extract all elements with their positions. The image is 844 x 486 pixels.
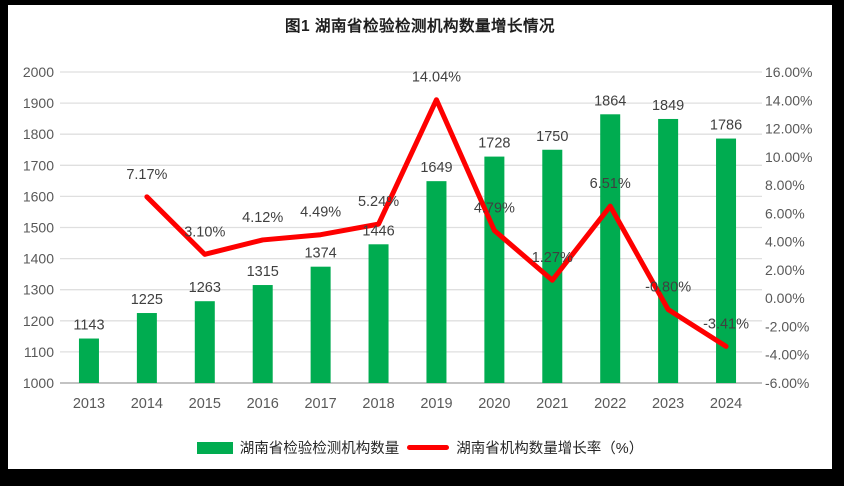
bar — [252, 285, 273, 383]
bar-value-label: 1649 — [420, 160, 452, 176]
bar-value-label: 1263 — [189, 280, 221, 296]
bar-value-label: 1374 — [304, 246, 336, 262]
bar — [542, 149, 563, 383]
right-axis-tick-label: 8.00% — [765, 177, 805, 193]
x-axis-label: 2014 — [131, 396, 163, 412]
line-value-label: 3.10% — [184, 224, 225, 240]
bar-value-label: 1446 — [362, 223, 394, 239]
bar-value-label: 1225 — [131, 292, 163, 308]
chart-panel: 图1 湖南省检验检测机构数量增长情况 2000 1900 1800 1700 1600 1… — [8, 5, 832, 469]
x-axis-label: 2019 — [420, 396, 452, 412]
bar-value-label: 1750 — [536, 129, 568, 145]
bar — [426, 181, 447, 383]
left-axis-tick-label: 1000 — [23, 375, 54, 391]
growth-rate-line — [144, 97, 729, 349]
left-axis-tick-label: 1100 — [24, 344, 54, 360]
right-axis-tick-label: 12.00% — [765, 121, 812, 137]
line-value-label: 4.79% — [474, 200, 515, 216]
legend-item-line: 湖南省机构数量增长率（%） — [407, 437, 643, 458]
line-value-label: 7.17% — [126, 167, 167, 183]
left-axis-tick-label: 1500 — [23, 220, 54, 236]
x-axis-label: 2022 — [594, 396, 626, 412]
line-value-label: 5.24% — [358, 194, 399, 210]
line-value-label: -3.41% — [703, 316, 749, 332]
x-axis-label: 2016 — [247, 396, 279, 412]
bar-value-label: 1143 — [73, 318, 104, 334]
bar — [658, 118, 679, 383]
chart-svg: 2000 1900 1800 1700 1600 1500 1400 1300 1200 1100… — [23, 64, 813, 412]
legend: 湖南省检验检测机构数量 湖南省机构数量增长率（%） — [8, 437, 832, 458]
bar — [600, 114, 621, 384]
right-axis-tick-label: 2.00% — [765, 262, 805, 278]
left-axis-tick-label: 1900 — [23, 95, 54, 111]
right-axis-tick-label: -2.00% — [765, 318, 809, 334]
line-value-label: 4.49% — [300, 205, 341, 221]
line-series-swatch — [407, 445, 450, 450]
line-series-label: 湖南省机构数量增长率（%） — [456, 441, 644, 457]
bar — [716, 138, 737, 383]
right-axis-tick-label: 0.00% — [765, 290, 805, 306]
right-axis-tick-label: 6.00% — [765, 205, 805, 221]
line-value-label: 14.04% — [412, 70, 461, 86]
left-axis-tick-label: 1800 — [23, 126, 54, 142]
left-axis-tick-label: 2000 — [23, 64, 54, 80]
x-axis-label: 2023 — [652, 396, 684, 412]
bar — [194, 301, 215, 383]
bar-value-label: 1864 — [594, 93, 626, 109]
x-axis-label: 2015 — [189, 396, 221, 412]
right-axis-tick-label: 14.00% — [765, 92, 812, 108]
left-axis-tick-label: 1700 — [23, 157, 54, 173]
bar — [136, 313, 157, 383]
right-axis-tick-label: 10.00% — [765, 149, 812, 165]
right-axis-tick-label: -6.00% — [765, 375, 809, 391]
x-axis-label: 2020 — [478, 396, 510, 412]
line-value-label: 4.12% — [242, 210, 283, 226]
right-axis-tick-label: -4.00% — [765, 347, 809, 363]
line-value-label: 6.51% — [590, 176, 631, 192]
bar-value-label: 1315 — [247, 264, 279, 280]
line-value-label: 1.27% — [532, 250, 573, 266]
chart-title: 图1 湖南省检验检测机构数量增长情况 — [285, 18, 555, 35]
x-axis-label: 2017 — [304, 396, 336, 412]
bar — [78, 338, 99, 383]
x-axis-label: 2013 — [73, 396, 105, 412]
legend-item-bars: 湖南省检验检测机构数量 — [196, 437, 400, 458]
bar-series-swatch — [196, 441, 233, 454]
bar — [310, 266, 331, 383]
bar-value-label: 1786 — [710, 118, 742, 134]
x-axis-label: 2018 — [362, 396, 394, 412]
left-axis-tick-label: 1200 — [23, 313, 54, 329]
left-axis-tick-label: 1400 — [23, 251, 54, 267]
bar-value-label: 1728 — [478, 136, 510, 152]
bar-series-label: 湖南省检验检测机构数量 — [239, 441, 400, 457]
left-axis-tick-label: 1300 — [23, 282, 54, 298]
right-axis-tick-label: 4.00% — [765, 234, 805, 250]
right-axis-tick-label: 16.00% — [765, 64, 812, 80]
x-axis-label: 2021 — [536, 396, 568, 412]
left-axis-tick-label: 1600 — [23, 188, 54, 204]
line-value-label: -0.80% — [645, 279, 691, 295]
bar — [484, 156, 505, 383]
x-axis-label: 2024 — [710, 396, 742, 412]
bar-value-label: 1849 — [652, 98, 684, 114]
bar — [368, 244, 389, 383]
